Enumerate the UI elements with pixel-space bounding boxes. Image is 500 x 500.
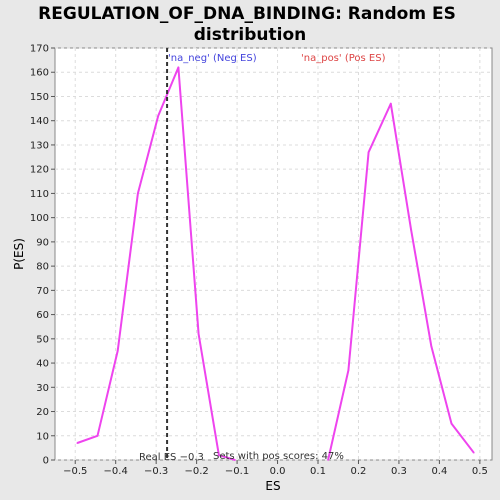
y-tick-label: 20 bbox=[36, 407, 49, 418]
x-tick-label: 0.4 bbox=[431, 466, 447, 477]
series-lines bbox=[76, 66, 475, 461]
series-point bbox=[367, 151, 370, 154]
legend-neg-es: 'na_neg' (Neg ES) bbox=[168, 53, 257, 64]
y-axis-label: P(ES) bbox=[12, 238, 26, 270]
series-point bbox=[327, 459, 329, 461]
y-tick-label: 170 bbox=[30, 44, 49, 55]
x-axis-label: ES bbox=[265, 479, 280, 493]
y-tick-label: 30 bbox=[36, 383, 49, 394]
series-point bbox=[234, 459, 236, 461]
series-point bbox=[390, 102, 392, 105]
y-tick-label: 150 bbox=[30, 92, 49, 103]
x-tick-label: −0.2 bbox=[184, 466, 208, 477]
chart-title-line-1: REGULATION_OF_DNA_BINDING: Random ES bbox=[38, 4, 456, 24]
y-tick-label: 50 bbox=[36, 334, 49, 345]
y-tick-label: 120 bbox=[30, 165, 49, 176]
series-line-pos bbox=[327, 102, 475, 461]
plot-area bbox=[54, 47, 493, 461]
y-tick-label: 0 bbox=[43, 456, 49, 467]
x-tick-label: −0.3 bbox=[144, 466, 168, 477]
series-point bbox=[197, 333, 200, 335]
x-axis-ticks: −0.5 −0.4 −0.3 −0.2 −0.1 0.0 0.1 0.2 0.3 0.4 0.5 bbox=[63, 460, 488, 477]
series-point bbox=[472, 451, 475, 454]
y-tick-label: 140 bbox=[30, 116, 49, 127]
series-point bbox=[96, 434, 99, 437]
x-tick-label: 0.2 bbox=[351, 466, 367, 477]
y-tick-label: 40 bbox=[36, 359, 49, 370]
series-point bbox=[410, 228, 412, 231]
pos-scores-annotation: Sets with pos scores: 47% bbox=[213, 451, 344, 462]
series-point bbox=[76, 442, 79, 444]
y-tick-label: 100 bbox=[30, 213, 49, 224]
y-tick-label: 90 bbox=[36, 237, 49, 248]
y-axis-ticks: 0 10 20 30 40 50 60 70 80 90 100 110 120 130 140 150 160… bbox=[30, 44, 55, 467]
series-point bbox=[177, 66, 180, 69]
y-tick-label: 130 bbox=[30, 140, 49, 151]
legend-pos-es: 'na_pos' (Pos ES) bbox=[301, 53, 386, 64]
grid-lines bbox=[55, 47, 492, 461]
series-point bbox=[116, 350, 119, 352]
y-tick-label: 10 bbox=[36, 431, 49, 442]
series-point bbox=[430, 345, 433, 347]
y-tick-label: 110 bbox=[30, 189, 49, 200]
x-tick-label: −0.1 bbox=[225, 466, 249, 477]
x-tick-label: 0.3 bbox=[391, 466, 407, 477]
x-tick-label: −0.5 bbox=[63, 466, 87, 477]
y-tick-label: 70 bbox=[36, 286, 49, 297]
series-point bbox=[450, 422, 453, 425]
y-tick-label: 80 bbox=[36, 262, 49, 273]
series-point bbox=[137, 192, 139, 195]
y-tick-label: 160 bbox=[30, 68, 49, 79]
x-tick-label: 0.5 bbox=[472, 466, 488, 477]
x-tick-label: −0.4 bbox=[104, 466, 128, 477]
x-tick-label: 0.1 bbox=[310, 466, 326, 477]
series-point bbox=[218, 454, 220, 456]
x-tick-label: 0.0 bbox=[270, 466, 286, 477]
y-tick-label: 60 bbox=[36, 310, 49, 321]
chart-title-line-2: distribution bbox=[194, 25, 306, 45]
series-point bbox=[347, 369, 350, 372]
real-es-label: Real ES −0.3 bbox=[139, 452, 204, 463]
series-point bbox=[157, 115, 159, 117]
